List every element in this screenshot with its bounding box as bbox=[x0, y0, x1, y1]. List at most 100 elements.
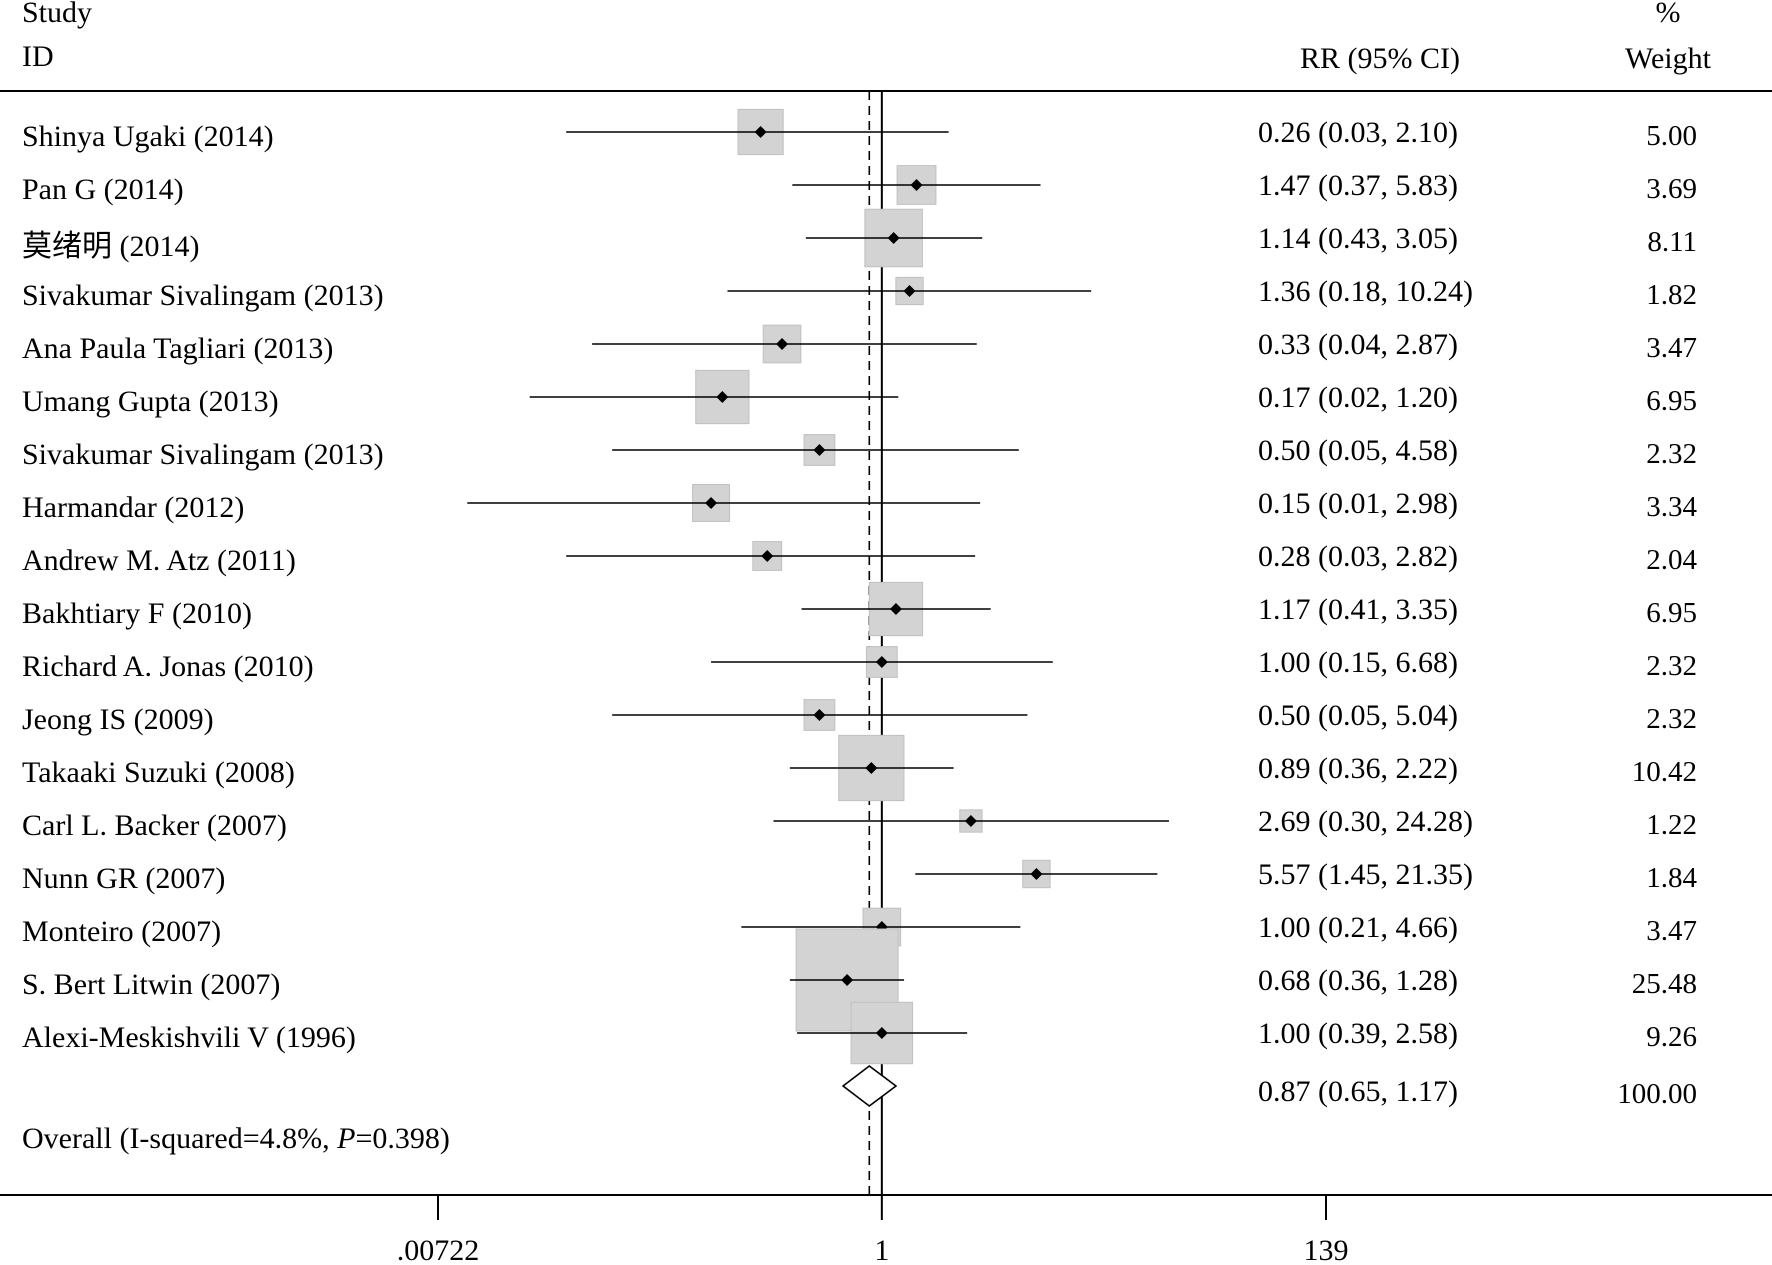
study-weight-text: 1.82 bbox=[1646, 279, 1697, 311]
study-point-estimate bbox=[887, 232, 900, 244]
study-rr-text: 2.69 (0.30, 24.28) bbox=[1258, 805, 1473, 838]
study-label: Jeong IS (2009) bbox=[22, 703, 214, 736]
study-rr-text: 0.50 (0.05, 5.04) bbox=[1258, 699, 1458, 732]
study-rr-text: 1.47 (0.37, 5.83) bbox=[1258, 169, 1458, 202]
study-rr-text: 0.33 (0.04, 2.87) bbox=[1258, 328, 1458, 361]
study-label: Pan G (2014) bbox=[22, 173, 184, 206]
study-rr-text: 0.15 (0.01, 2.98) bbox=[1258, 487, 1458, 520]
study-point-estimate bbox=[754, 126, 767, 138]
study-rr-text: 0.28 (0.03, 2.82) bbox=[1258, 540, 1458, 573]
study-weight-text: 2.32 bbox=[1646, 703, 1697, 735]
study-weight-text: 1.22 bbox=[1646, 809, 1697, 841]
study-row: Harmandar (2012) 0.15 (0.01, 2.98) 3.34 bbox=[22, 484, 1698, 524]
overall-weight-text: 100.00 bbox=[1617, 1078, 1697, 1110]
study-row: Bakhtiary F (2010) 1.17 (0.41, 3.35) 6.95 bbox=[22, 581, 1697, 637]
study-row: Nunn GR (2007) 5.57 (1.45, 21.35) 1.84 bbox=[22, 858, 1698, 895]
overall-diamond bbox=[841, 1064, 898, 1108]
study-point-estimate bbox=[716, 391, 729, 403]
study-rr-text: 1.14 (0.43, 3.05) bbox=[1258, 222, 1458, 255]
study-row: 莫绪明 (2014) 1.14 (0.43, 3.05) 8.11 bbox=[22, 208, 1697, 268]
study-label: Carl L. Backer (2007) bbox=[22, 809, 287, 842]
study-weight-text: 6.95 bbox=[1646, 385, 1697, 417]
overall-diamond-group bbox=[841, 1064, 898, 1108]
study-rr-text: 1.00 (0.39, 2.58) bbox=[1258, 1017, 1458, 1050]
study-row: Andrew M. Atz (2011) 0.28 (0.03, 2.82) 2.0… bbox=[22, 540, 1698, 577]
study-weight-text: 3.34 bbox=[1646, 491, 1697, 523]
study-point-estimate bbox=[705, 497, 718, 509]
study-weight-text: 2.32 bbox=[1646, 438, 1697, 470]
study-row: Sivakumar Sivalingam (2013) 0.50 (0.05, 4… bbox=[22, 434, 1697, 471]
study-rows: Shinya Ugaki (2014) 0.26 (0.03, 2.10) 5.00… bbox=[22, 108, 1698, 1065]
study-rr-text: 0.89 (0.36, 2.22) bbox=[1258, 752, 1458, 785]
study-point-estimate bbox=[865, 762, 878, 774]
study-point-estimate bbox=[889, 603, 902, 615]
study-point-estimate bbox=[761, 550, 774, 562]
study-label: 莫绪明 (2014) bbox=[22, 230, 199, 263]
study-weight-text: 3.47 bbox=[1646, 332, 1697, 364]
study-rr-text: 1.00 (0.15, 6.68) bbox=[1258, 646, 1458, 679]
study-point-estimate bbox=[1030, 868, 1043, 880]
study-row: Sivakumar Sivalingam (2013) 1.36 (0.18, 1… bbox=[22, 275, 1697, 312]
study-label: Shinya Ugaki (2014) bbox=[22, 120, 274, 153]
study-row: Umang Gupta (2013) 0.17 (0.02, 1.20) 6.95 bbox=[22, 369, 1697, 425]
study-point-estimate bbox=[875, 656, 888, 668]
study-weight-text: 3.69 bbox=[1646, 173, 1697, 205]
study-point-estimate bbox=[813, 709, 826, 721]
study-row: Richard A. Jonas (2010) 1.00 (0.15, 6.68)… bbox=[22, 646, 1697, 683]
study-label: Harmandar (2012) bbox=[22, 491, 244, 524]
study-label: Takaaki Suzuki (2008) bbox=[22, 756, 295, 789]
header-weight: Weight bbox=[1625, 42, 1712, 75]
study-point-estimate bbox=[813, 444, 826, 456]
study-label: Sivakumar Sivalingam (2013) bbox=[22, 279, 384, 312]
header-study: Study bbox=[22, 0, 92, 29]
study-weight-text: 10.42 bbox=[1632, 756, 1697, 788]
header-percent: % bbox=[1656, 0, 1681, 29]
study-weight-text: 8.11 bbox=[1647, 226, 1697, 258]
header-id: ID bbox=[22, 40, 54, 73]
study-point-estimate bbox=[841, 974, 854, 986]
study-row: Monteiro (2007) 1.00 (0.21, 4.66) 3.47 bbox=[22, 907, 1697, 948]
overall-rr-text: 0.87 (0.65, 1.17) bbox=[1258, 1075, 1458, 1108]
study-row: Pan G (2014) 1.47 (0.37, 5.83) 3.69 bbox=[22, 165, 1697, 206]
study-point-estimate bbox=[776, 338, 789, 350]
study-label: Ana Paula Tagliari (2013) bbox=[22, 332, 333, 365]
study-row: Jeong IS (2009) 0.50 (0.05, 5.04) 2.32 bbox=[22, 699, 1697, 736]
study-point-estimate bbox=[964, 815, 977, 827]
study-label: Monteiro (2007) bbox=[22, 915, 221, 948]
study-rr-text: 0.50 (0.05, 4.58) bbox=[1258, 434, 1458, 467]
study-point-estimate bbox=[903, 285, 916, 297]
study-point-estimate bbox=[910, 179, 923, 191]
study-rr-text: 1.36 (0.18, 10.24) bbox=[1258, 275, 1473, 308]
study-rr-text: 1.00 (0.21, 4.66) bbox=[1258, 911, 1458, 944]
study-label: Alexi-Meskishvili V (1996) bbox=[22, 1021, 356, 1054]
x-axis-ticks: .00722 1 139 bbox=[397, 1195, 1349, 1265]
study-row: Alexi-Meskishvili V (1996) 1.00 (0.39, 2.… bbox=[22, 1001, 1697, 1065]
study-weight-text: 6.95 bbox=[1646, 597, 1697, 629]
study-label: Nunn GR (2007) bbox=[22, 862, 225, 895]
study-row: Shinya Ugaki (2014) 0.26 (0.03, 2.10) 5.00 bbox=[22, 108, 1697, 156]
overall-label: Overall (I-squared=4.8%, P=0.398) bbox=[22, 1122, 450, 1155]
study-weight-text: 1.84 bbox=[1646, 862, 1697, 894]
study-weight-text: 2.04 bbox=[1646, 544, 1697, 576]
study-label: Umang Gupta (2013) bbox=[22, 385, 279, 418]
x-tick-label: 1 bbox=[874, 1234, 889, 1265]
study-rr-text: 0.17 (0.02, 1.20) bbox=[1258, 381, 1458, 414]
study-label: S. Bert Litwin (2007) bbox=[22, 968, 280, 1001]
study-weight-text: 5.00 bbox=[1646, 120, 1697, 152]
header-rr: RR (95% CI) bbox=[1300, 42, 1460, 75]
study-row: Takaaki Suzuki (2008) 0.89 (0.36, 2.22) 10… bbox=[22, 734, 1697, 802]
study-weight-text: 25.48 bbox=[1632, 968, 1697, 1000]
study-rr-text: 5.57 (1.45, 21.35) bbox=[1258, 858, 1473, 891]
study-label: Richard A. Jonas (2010) bbox=[22, 650, 314, 683]
study-row: Carl L. Backer (2007) 2.69 (0.30, 24.28) 1… bbox=[22, 805, 1697, 842]
x-tick-label: .00722 bbox=[397, 1234, 480, 1265]
x-tick-label: 139 bbox=[1304, 1234, 1349, 1265]
study-rr-text: 0.26 (0.03, 2.10) bbox=[1258, 116, 1458, 149]
study-weight-text: 3.47 bbox=[1646, 915, 1697, 947]
study-rr-text: 0.68 (0.36, 1.28) bbox=[1258, 964, 1458, 997]
study-label: Bakhtiary F (2010) bbox=[22, 597, 252, 630]
study-point-estimate bbox=[875, 1027, 888, 1039]
study-label: Sivakumar Sivalingam (2013) bbox=[22, 438, 384, 471]
study-label: Andrew M. Atz (2011) bbox=[22, 544, 296, 577]
